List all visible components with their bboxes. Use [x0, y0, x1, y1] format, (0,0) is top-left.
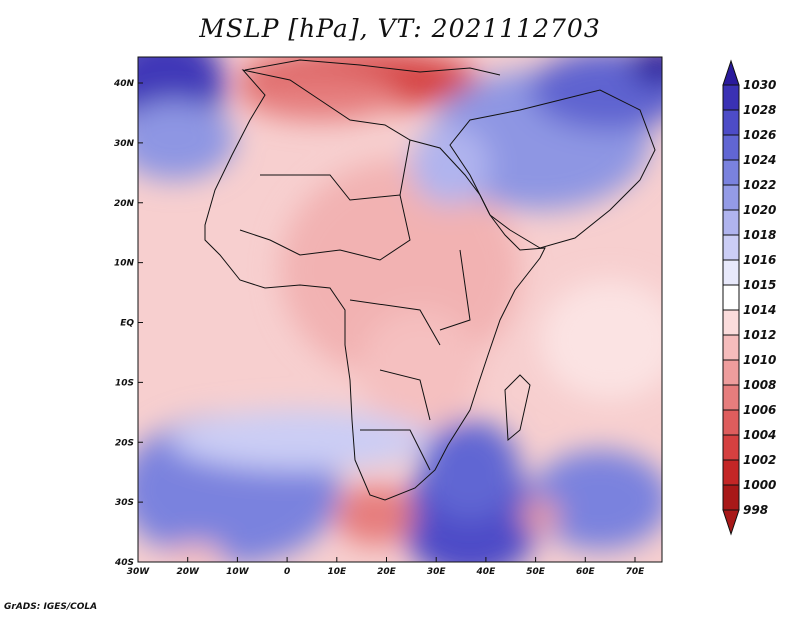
lon-label: 60E: [576, 567, 596, 577]
colorbar: 1030 1028 1026 1024 1022 1020 1018 1016 1015 1014…: [722, 59, 776, 536]
lon-label: 30W: [127, 567, 151, 577]
colorbar-swatch: [722, 384, 740, 411]
colorbar-bottom-arrow: [722, 509, 740, 536]
colorbar-swatch: [722, 259, 740, 286]
lon-label: 30E: [427, 567, 447, 577]
coastlines: [204, 59, 656, 501]
colorbar-swatch: [722, 184, 740, 211]
colorbar-label: 1010: [743, 353, 776, 367]
colorbar-label: 1004: [743, 428, 776, 442]
colorbar-swatch: [722, 434, 740, 461]
grads-credit: GrADS: IGES/COLA: [4, 602, 98, 612]
lat-label: 20N: [114, 199, 135, 209]
chart-title: MSLP [hPa], VT: 2021112703: [199, 14, 601, 43]
pressure-field: [138, 57, 662, 562]
colorbar-label: 1020: [743, 203, 776, 217]
colorbar-swatch: [722, 209, 740, 236]
colorbar-swatch: [722, 159, 740, 186]
lon-label: 20W: [176, 567, 200, 577]
lon-label: 10W: [226, 567, 250, 577]
colorbar-label: 1030: [743, 78, 776, 92]
colorbar-label: 1016: [743, 253, 776, 267]
colorbar-swatch: [722, 459, 740, 486]
colorbar-label: 1006: [743, 403, 776, 417]
colorbar-swatch: [722, 234, 740, 261]
colorbar-swatch: [722, 334, 740, 361]
lon-label: 0: [284, 567, 290, 577]
colorbar-swatch: [722, 284, 740, 311]
colorbar-swatch: [722, 109, 740, 136]
lon-label: 20E: [377, 567, 397, 577]
colorbar-label: 1028: [743, 103, 776, 117]
colorbar-swatch: [722, 409, 740, 436]
colorbar-top-arrow: [722, 59, 740, 86]
colorbar-label: 1012: [743, 328, 776, 342]
colorbar-swatch: [722, 134, 740, 161]
longitude-axis: 30W 20W 10W 0 10E 20E 30E 40E 50E 60E 70E: [127, 557, 645, 577]
colorbar-label: 1008: [743, 378, 776, 392]
lon-label: 50E: [526, 567, 546, 577]
lat-label: 40S: [114, 558, 134, 568]
lon-label: 70E: [626, 567, 646, 577]
lat-label: 10S: [115, 378, 134, 388]
colorbar-swatch: [722, 484, 740, 511]
colorbar-label: 1026: [743, 128, 776, 142]
lat-label: 20S: [115, 438, 134, 448]
colorbar-label: 1018: [743, 228, 776, 242]
lat-label: 40N: [113, 79, 135, 89]
colorbar-label: 1024: [743, 153, 776, 167]
lat-label: 30S: [115, 498, 134, 508]
colorbar-label: 1002: [743, 453, 776, 467]
lon-label: 10E: [327, 567, 347, 577]
colorbar-label: 1000: [743, 478, 776, 492]
lon-label: 40E: [476, 567, 497, 577]
map-frame: [137, 56, 663, 563]
colorbar-swatch: [722, 84, 740, 111]
colorbar-swatch: [722, 309, 740, 336]
colorbar-label: 998: [743, 503, 768, 517]
lat-label: 30N: [114, 139, 135, 149]
colorbar-label: 1022: [743, 178, 776, 192]
lat-label: EQ: [120, 319, 134, 329]
colorbar-swatch: [722, 359, 740, 386]
colorbar-label: 1014: [743, 303, 776, 317]
colorbar-label: 1015: [743, 278, 776, 292]
latitude-axis: 40N 30N 20N 10N EQ 10S 20S 30S 40S: [113, 79, 143, 568]
lat-label: 10N: [114, 259, 135, 269]
